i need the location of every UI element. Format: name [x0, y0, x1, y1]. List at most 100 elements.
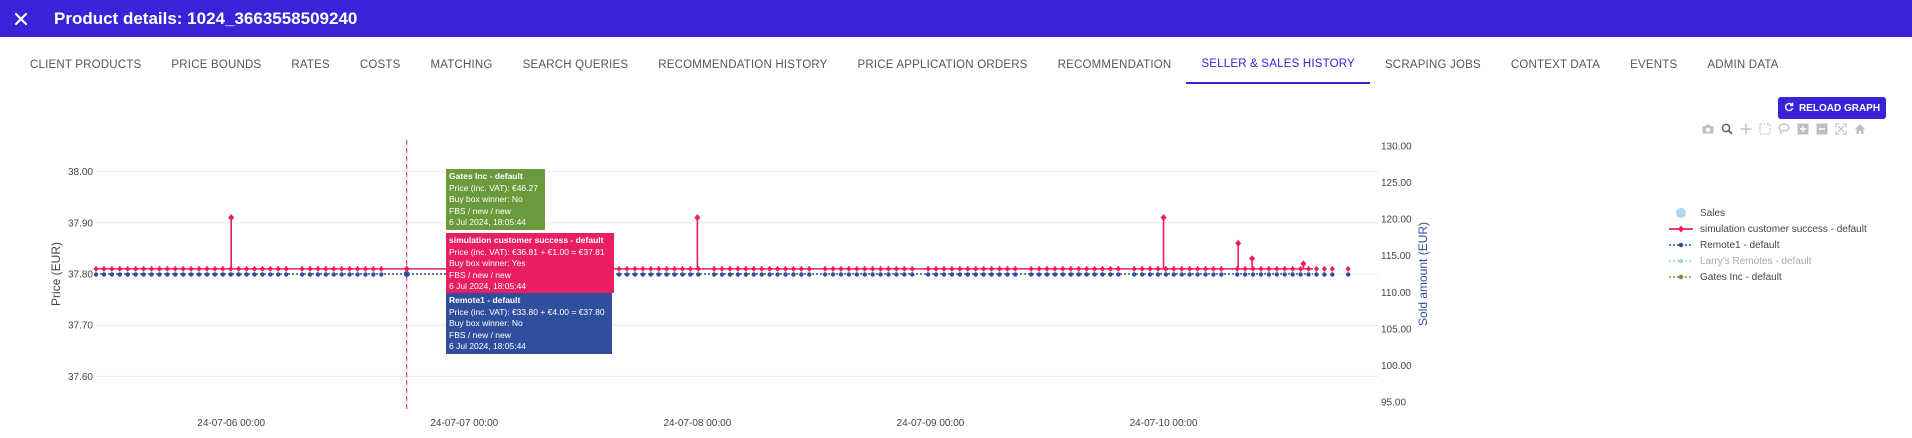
remote1-point — [1274, 272, 1280, 277]
y2-tick-label: 130.00 — [1381, 142, 1412, 153]
legend-item-sales[interactable]: Sales — [1668, 205, 1867, 221]
remote1-point — [664, 272, 669, 277]
simulation-point — [798, 265, 804, 272]
tab-recommendation[interactable]: RECOMMENDATION — [1057, 59, 1172, 71]
remote1-point — [1290, 272, 1295, 277]
remote1-point — [173, 272, 178, 277]
simulation-point — [806, 265, 812, 272]
tab-price-bounds[interactable]: PRICE BOUNDS — [171, 59, 262, 71]
remote1-point — [688, 272, 693, 277]
remote1-point — [125, 272, 130, 277]
simulation-point — [347, 265, 353, 272]
simulation-point — [949, 265, 955, 272]
simulation-point — [180, 265, 186, 272]
remote1-point — [236, 272, 241, 277]
zoom-out-icon[interactable] — [1814, 121, 1829, 136]
remote1-point — [220, 272, 226, 277]
remote1-point — [1005, 272, 1010, 277]
legend-label: simulation customer success - default — [1700, 223, 1867, 235]
tab-matching[interactable]: MATCHING — [430, 59, 493, 71]
close-icon[interactable] — [10, 8, 32, 30]
simulation-point — [275, 265, 281, 272]
simulation-point — [109, 265, 115, 272]
tab-events[interactable]: EVENTS — [1630, 59, 1678, 71]
x-tick-label: 24-07-08 00:00 — [663, 418, 731, 429]
simulation-point — [727, 265, 733, 272]
tab-client-products[interactable]: CLIENT PRODUCTS — [30, 59, 142, 71]
tab-recommendation-history[interactable]: RECOMMENDATION HISTORY — [658, 59, 828, 71]
legend-item-gates[interactable]: Gates Inc - default — [1668, 269, 1867, 285]
tab-scraping-jobs[interactable]: SCRAPING JOBS — [1384, 59, 1481, 71]
y-tick-label: 37.90 — [68, 218, 93, 229]
lasso-icon[interactable] — [1776, 121, 1791, 136]
simulation-point — [1115, 265, 1121, 272]
remote1-point — [180, 272, 186, 277]
remote1-point — [1155, 272, 1161, 277]
tooltip-line: Price (inc. VAT): €33.80 + €4.00 = €37.8… — [449, 306, 605, 317]
legend-item-simulation[interactable]: simulation customer success - default — [1668, 221, 1867, 237]
simulation-point — [1004, 265, 1010, 272]
simulation-point — [664, 265, 670, 272]
simulation-point — [1345, 265, 1351, 272]
remote1-point — [228, 272, 233, 277]
simulation-point — [870, 265, 876, 272]
remote1-point — [1235, 272, 1240, 277]
simulation-point — [656, 265, 662, 272]
remote1-point — [1195, 272, 1200, 277]
remote1-point — [204, 272, 210, 277]
remote1-point — [862, 272, 867, 277]
simulation-point — [1202, 265, 1209, 272]
pan-icon[interactable] — [1738, 121, 1753, 136]
simulation-point — [846, 265, 852, 272]
remote1-point — [1242, 272, 1248, 277]
remote1-point — [783, 272, 788, 277]
zoom-icon[interactable] — [1719, 121, 1734, 136]
simulation-point — [933, 265, 939, 272]
remote1-point — [323, 272, 329, 277]
remote1-point — [299, 272, 305, 277]
remote1-point — [830, 272, 836, 277]
zoom-in-icon[interactable] — [1795, 121, 1810, 136]
simulation-point — [1187, 265, 1193, 272]
camera-icon[interactable] — [1700, 121, 1715, 136]
autoscale-icon[interactable] — [1833, 121, 1848, 136]
simulation-point — [830, 265, 836, 272]
y2-tick-label: 110.00 — [1381, 288, 1411, 299]
tab-seller-sales-history[interactable]: SELLER & SALES HISTORY — [1186, 46, 1370, 84]
legend-item-remote1[interactable]: Remote1 - default — [1668, 237, 1867, 253]
tab-admin-data[interactable]: ADMIN DATA — [1707, 59, 1779, 71]
tab-costs[interactable]: COSTS — [359, 59, 401, 71]
tab-context-data[interactable]: CONTEXT DATA — [1510, 59, 1601, 71]
simulation-point — [1179, 265, 1185, 272]
tab-rates[interactable]: RATES — [291, 59, 330, 71]
tooltip-title: simulation customer success - default — [449, 235, 604, 245]
remote1-point — [767, 272, 772, 277]
remote1-point — [101, 272, 107, 277]
remote1-point — [624, 272, 630, 277]
simulation-point — [188, 265, 194, 272]
legend-item-larrys[interactable]: Larry's Remotes - default — [1668, 253, 1867, 269]
remote1-point — [894, 272, 899, 277]
tooltip-title: Remote1 - default — [449, 295, 521, 305]
simulation-point — [236, 265, 242, 272]
remote1-point — [268, 272, 273, 277]
reload-graph-button[interactable]: RELOAD GRAPH — [1778, 97, 1886, 119]
tab-price-application-orders[interactable]: PRICE APPLICATION ORDERS — [857, 59, 1028, 71]
simulation-point — [822, 265, 828, 272]
simulation-point — [624, 265, 630, 272]
price-chart[interactable]: 38.00 37.90 37.80 37.70 37.60 130.00 125.00 120… — [0, 140, 1660, 438]
tab-search-queries[interactable]: SEARCH QUERIES — [522, 59, 629, 71]
simulation-point — [648, 265, 654, 272]
remote1-point — [371, 272, 376, 277]
hover-point-remote1 — [403, 271, 410, 277]
simulation-point — [1107, 265, 1114, 272]
simulation-spike-point — [1249, 255, 1256, 263]
y-tick-label: 37.60 — [68, 372, 93, 383]
box-select-icon[interactable] — [1757, 121, 1772, 136]
remote1-point — [822, 272, 828, 277]
reset-axes-icon[interactable] — [1852, 121, 1867, 136]
remote1-point — [1163, 272, 1169, 277]
simulation-point — [378, 265, 384, 272]
tooltip-line: 6 Jul 2024, 18:05:44 — [449, 217, 527, 227]
legend-label: Remote1 - default — [1700, 239, 1780, 251]
